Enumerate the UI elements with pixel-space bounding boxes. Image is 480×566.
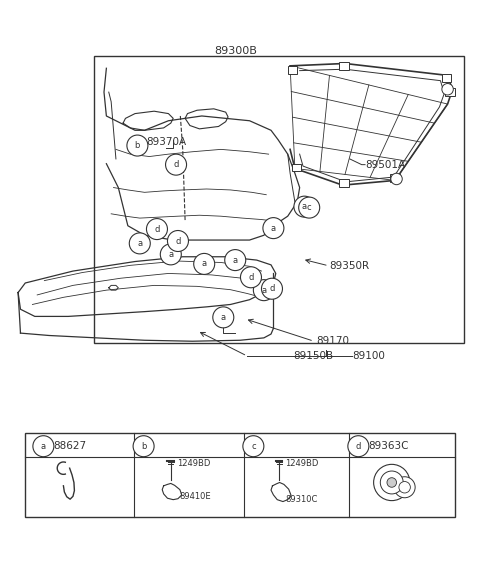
Text: 89170: 89170 [316, 336, 349, 346]
Text: a: a [202, 259, 207, 268]
Text: 89310C: 89310C [286, 495, 318, 504]
Text: 1249BD: 1249BD [285, 459, 319, 468]
Bar [390, 174, 400, 182]
Circle shape [129, 233, 150, 254]
Text: 89363C: 89363C [368, 441, 408, 451]
Circle shape [294, 196, 315, 217]
Text: 89350R: 89350R [330, 261, 370, 271]
Circle shape [387, 478, 396, 487]
Circle shape [380, 471, 403, 494]
Bar [25, 434, 455, 517]
Circle shape [299, 197, 320, 218]
Text: a: a [233, 256, 238, 264]
Text: d: d [356, 441, 361, 451]
Text: d: d [154, 225, 160, 234]
Text: 88627: 88627 [53, 441, 86, 451]
Circle shape [394, 477, 415, 498]
Circle shape [240, 267, 262, 288]
Text: a: a [168, 250, 173, 259]
Text: a: a [302, 202, 307, 211]
Circle shape [166, 154, 187, 175]
Circle shape [399, 482, 410, 493]
Text: 89410E: 89410E [179, 492, 211, 501]
Text: 89300B: 89300B [214, 46, 257, 57]
Text: a: a [137, 239, 143, 248]
Text: b: b [141, 441, 146, 451]
Text: a: a [271, 224, 276, 233]
Text: a: a [41, 441, 46, 451]
Circle shape [442, 84, 453, 95]
Circle shape [262, 278, 282, 299]
Text: c: c [307, 203, 312, 212]
Circle shape [146, 218, 168, 239]
Text: 89370A: 89370A [146, 137, 186, 147]
Text: d: d [173, 160, 179, 169]
Text: d: d [175, 237, 180, 246]
Circle shape [160, 244, 181, 265]
Bar [339, 62, 349, 70]
Text: c: c [251, 441, 256, 451]
Bar [445, 88, 455, 96]
Text: 1249BD: 1249BD [177, 459, 210, 468]
Circle shape [253, 280, 275, 301]
Circle shape [133, 436, 154, 457]
Text: a: a [221, 313, 226, 322]
Circle shape [33, 436, 54, 457]
Circle shape [225, 250, 246, 271]
Bar [339, 179, 349, 187]
Bar [291, 164, 301, 171]
Circle shape [391, 173, 402, 185]
Bar [442, 74, 451, 82]
Bar [95, 57, 464, 342]
Text: 89100: 89100 [352, 351, 385, 361]
Bar [288, 66, 297, 74]
Circle shape [348, 436, 369, 457]
Circle shape [168, 230, 189, 251]
Text: d: d [248, 273, 253, 282]
Circle shape [127, 135, 148, 156]
Text: a: a [261, 286, 266, 295]
Circle shape [243, 436, 264, 457]
Text: 89501A: 89501A [365, 160, 405, 170]
Text: d: d [269, 284, 275, 293]
Text: b: b [135, 141, 140, 150]
Circle shape [373, 464, 410, 500]
Circle shape [263, 217, 284, 239]
Circle shape [194, 254, 215, 275]
Text: 89150B: 89150B [293, 351, 334, 361]
Circle shape [213, 307, 234, 328]
